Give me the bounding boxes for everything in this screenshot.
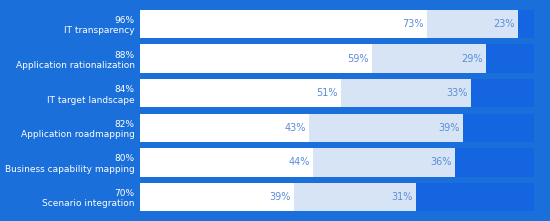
Bar [140,44,372,73]
Bar [372,44,486,73]
Bar [471,79,534,107]
Bar [416,183,534,211]
Text: 33%: 33% [446,88,467,98]
Bar [463,114,534,142]
Bar [140,148,314,177]
Bar [140,10,427,38]
Text: 73%: 73% [403,19,424,29]
Text: 29%: 29% [461,53,483,64]
Text: 43%: 43% [285,123,306,133]
Bar [309,114,463,142]
Bar [140,183,294,211]
Text: 44%: 44% [289,157,310,168]
Bar [140,114,309,142]
Text: 59%: 59% [348,53,369,64]
Text: 51%: 51% [316,88,338,98]
Bar [427,10,518,38]
Bar [455,148,534,177]
Bar [518,10,534,38]
Bar [314,148,455,177]
Text: 36%: 36% [430,157,452,168]
Text: 39%: 39% [438,123,460,133]
Text: 39%: 39% [269,192,290,202]
Text: 23%: 23% [493,19,515,29]
Bar [486,44,534,73]
Text: 31%: 31% [391,192,412,202]
Bar [341,79,471,107]
Bar [294,183,416,211]
Bar [140,79,341,107]
